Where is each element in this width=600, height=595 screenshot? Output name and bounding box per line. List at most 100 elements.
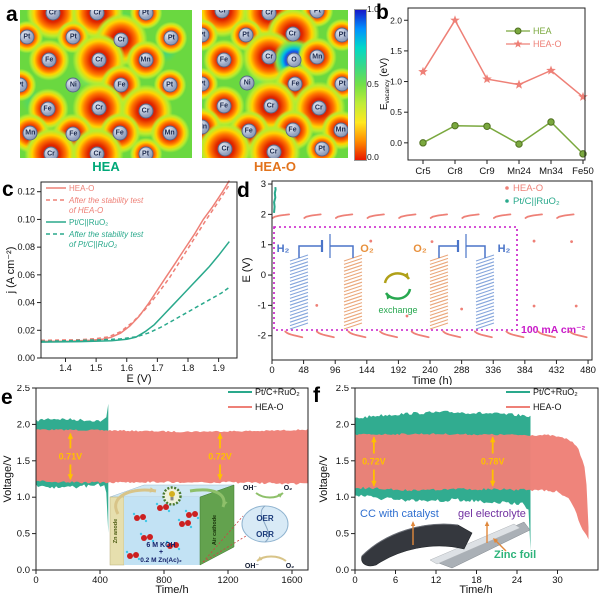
y-tick-label: 1.0 [336,492,349,503]
electrode-fin [343,288,363,296]
y-tick-label: 0.5 [336,529,349,540]
x-tick-label: 336 [485,365,501,376]
arrowhead [217,474,223,481]
x-tick-label: 144 [359,365,375,376]
circle-marker [451,121,459,130]
atom-label-ni: Ni [239,75,255,91]
electrode-fin [429,298,449,306]
x-axis-label: E (V) [126,373,151,385]
y-tick-label: 0.5 [390,107,402,117]
x-tick-label: 240 [422,365,438,376]
electrode-fin [429,268,449,276]
molecule-h [177,547,181,551]
molecule-atom [147,534,153,540]
electrode-fin [429,257,449,265]
electrode-fin [343,271,363,279]
bulb-icon [170,497,174,501]
charge-segment [493,213,512,219]
atom-label-pt: Pt [162,77,178,93]
molecule-atom [167,543,173,549]
electrode-fin [475,264,495,272]
oh-label: OH⁻ [245,563,260,570]
molecule-h [137,557,141,561]
legend-dot [505,199,509,203]
arrowhead [371,480,377,487]
molecule-h [196,516,200,520]
y-tick-label: 0.00 [17,353,35,363]
x-tick-label: 480 [580,365,596,376]
y-tick-label: 2.5 [17,385,30,394]
electrode-fin [343,257,363,265]
x-tick-label: 0 [269,365,274,376]
arrowhead [490,436,496,443]
atom-label-cr: Cr [113,32,129,48]
y-tick-label: 1.0 [17,492,30,503]
stray-point [532,304,536,308]
arrowhead [67,474,74,481]
zinc-air-battery-cycling-chart: Zn anode Air cathode 6 M KOH+0.2 M Zn(Ac)₂… [2,385,309,595]
discharge-segment [347,330,367,339]
panel-a-label: a [6,3,18,26]
x-tick-label: 6 [393,575,398,586]
electrode-fin [475,308,495,316]
charge-segment [429,213,448,219]
y-tick-label: 3 [261,179,266,190]
x-tick-label: 1.4 [59,363,72,373]
cc-sheet-highlight [361,523,459,557]
x-tick-label: 1.8 [182,363,195,373]
y-axis-label: Evacancy (eV) [379,58,391,110]
stray-point [574,304,578,308]
x-axis-label: Time/h [459,584,492,595]
electrode-fin [343,305,363,313]
charge-segment [335,213,354,219]
orr-label: ORR [256,530,274,539]
atom-label-cr: Cr [285,26,301,42]
x-tick-label: 0 [352,575,357,586]
gel-electrolyte-photo [429,523,521,565]
legend-label: After the stability test [68,196,144,205]
molecule-h [167,509,171,513]
x-axis-label: Time (h) [412,375,453,385]
atom-label-cr: Cr [91,100,107,116]
atom-label-fe: Fe [113,77,129,93]
electrode-fin [289,274,309,282]
molecule-atom [134,515,140,521]
electrode-fin [429,302,449,310]
discharge-segment [410,330,430,339]
y-tick-label: -2 [258,331,266,342]
legend-label: HEA-O [69,184,94,193]
electrode-fin [343,278,363,286]
plot-frame [271,180,593,361]
atom-label-cr: Cr [261,10,277,21]
ptc-failure-curve [273,186,277,213]
plot-frame [407,7,586,161]
y-tick-label: 0.04 [17,298,35,308]
inset-box [273,226,518,331]
electrode-fin [343,285,363,293]
electrode-fin [289,271,309,279]
arrowhead [217,432,223,439]
colorbar-tick-max: 1.0 [367,4,379,14]
panel-d-label: d [237,179,250,202]
electrode-fin [475,302,495,310]
legend-label: of HEA-O [69,206,103,215]
atom-label-mn: Mn [138,52,154,68]
arrowhead [493,538,499,544]
x-tick-label: 1.7 [151,363,164,373]
oer-label: OER [256,514,274,523]
air-cathode-label: Air cathode [212,515,218,545]
x-tick-label: 12 [431,575,442,586]
arrowhead [149,487,156,493]
atom-label-cr: Cr [89,10,105,21]
x-tick-label: Fe50 [572,166,594,177]
electrode-fin [289,312,309,320]
electrode-fin [429,295,449,303]
exchange-label: exchange [378,305,417,315]
electrode-fin [475,261,495,269]
discharge-segment [505,330,525,339]
y-axis-label: Voltage/V [318,455,330,503]
atom-label-cr: Cr [263,98,279,114]
plot-frame [35,387,309,571]
o2-label: O₂ [413,243,427,255]
electrode-fin [429,291,449,299]
